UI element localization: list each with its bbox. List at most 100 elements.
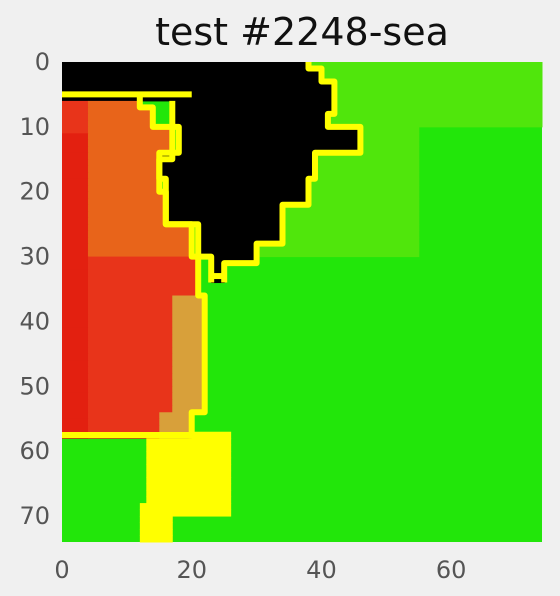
heatmap-cell-run (62, 295, 89, 303)
heatmap-cell-run (87, 217, 167, 225)
heatmap-cell-run (62, 230, 89, 238)
heatmap-cell-run (62, 94, 335, 102)
heatmap-cell-run (87, 243, 193, 251)
heatmap-cell-run (172, 360, 206, 368)
heatmap-cell-run (87, 327, 173, 335)
heatmap-cell-run (62, 126, 89, 134)
heatmap-cell-run (87, 250, 193, 258)
y-axis: 0 10 20 30 40 50 60 70 (19, 48, 50, 530)
heatmap-cell-run (211, 256, 258, 264)
heatmap-cell-run (172, 399, 206, 407)
heatmap-cell-run (87, 269, 199, 277)
heatmap-cell-run (87, 178, 160, 186)
heatmap-cell-run (191, 431, 232, 439)
y-tick-label: 10 (19, 113, 50, 141)
heatmap-cell-run (62, 224, 89, 232)
heatmap-cell-run (62, 107, 89, 115)
heatmap-cell-run (159, 172, 316, 180)
heatmap-cell-run (211, 263, 225, 271)
heatmap-cell-run (327, 120, 543, 128)
heatmap-cell-run (146, 464, 232, 472)
heatmap-cell-run (282, 204, 420, 212)
heatmap-cell-run (165, 217, 284, 225)
heatmap-cell-run (334, 94, 543, 102)
y-tick-label: 60 (19, 437, 50, 465)
heatmap-cell-run (62, 100, 89, 108)
heatmap-cell-run (165, 185, 309, 193)
heatmap-cell-run (87, 308, 173, 316)
heatmap-cell-run (165, 204, 284, 212)
contour-black-left (156, 100, 215, 283)
heatmap-cell-run (62, 314, 89, 322)
heatmap-cell-run (62, 81, 335, 89)
heatmap-cell-run (87, 360, 173, 368)
heatmap-cell-run (87, 347, 173, 355)
y-tick-label: 70 (19, 502, 50, 530)
heatmap-cell-run (146, 483, 232, 491)
heatmap-cell-run (87, 185, 160, 193)
heatmap-cell-run (172, 334, 206, 342)
heatmap-cell-run (159, 152, 316, 160)
heatmap-cell-run (87, 340, 173, 348)
heatmap-cell-run (146, 438, 232, 446)
heatmap-cell-run (62, 198, 89, 206)
heatmap-cell-run (87, 412, 160, 420)
heatmap-cell-run (308, 62, 543, 69)
heatmap-cell-run (198, 237, 284, 245)
heatmap-cell-run (62, 165, 89, 173)
heatmap-cell-run (87, 113, 154, 121)
heatmap-cell-run (62, 412, 89, 420)
heatmap-cell-run (360, 133, 420, 141)
heatmap-cell-run (172, 100, 335, 108)
heatmap-cell-run (314, 165, 420, 173)
heatmap-cell-run (62, 68, 322, 76)
heatmap-cell-run (87, 263, 199, 271)
heatmap-cell-run (87, 334, 173, 342)
heatmap-cell-run (159, 425, 193, 433)
heatmap-cell-run (87, 139, 173, 147)
heatmap-cell-run (198, 250, 258, 258)
plot-area (62, 62, 543, 543)
heatmap-cell-run (62, 289, 89, 297)
heatmap-cell-run (172, 308, 206, 316)
heatmap-cell-run (172, 321, 206, 329)
heatmap-cell-run (87, 237, 193, 245)
heatmap-cell-run (62, 360, 89, 368)
heatmap-cell-run (62, 243, 89, 251)
heatmap-cell-run (62, 217, 89, 225)
heatmap-cell-run (165, 198, 309, 206)
heatmap-cell-run (62, 172, 89, 180)
heatmap-cell-run (165, 191, 309, 199)
x-axis: 0 20 40 60 (54, 556, 466, 584)
heatmap-cell-run (62, 237, 89, 245)
heatmap-cell-run (62, 276, 89, 284)
y-tick-label: 0 (35, 48, 50, 76)
heatmap-cell-run (139, 509, 232, 517)
heatmap-cell-run (62, 379, 89, 387)
heatmap-cell-run (308, 185, 420, 193)
heatmap-cell-run (308, 198, 420, 206)
heatmap-cell-run (172, 327, 206, 335)
heatmap-cell-run (360, 146, 420, 154)
heatmap-cell-run (256, 243, 420, 251)
heatmap-cell-run (139, 529, 173, 537)
heatmap-cell-run (62, 308, 89, 316)
heatmap-cell-run (146, 470, 232, 478)
heatmap-cell-run (282, 230, 420, 238)
heatmap-cell-run (334, 107, 543, 115)
heatmap-cell-run (334, 81, 543, 89)
heatmap-cell-run (87, 191, 167, 199)
heatmap-cell-run (172, 386, 206, 394)
heatmap-cell-run (172, 314, 206, 322)
x-tick-label: 20 (176, 556, 207, 584)
heatmap-cell-run (62, 373, 89, 381)
heatmap-cell-run (87, 172, 160, 180)
heatmap-cell-run (62, 340, 89, 348)
heatmap-cell-run (62, 113, 89, 121)
heatmap-cell-run (87, 133, 173, 141)
heatmap-cell-run (62, 399, 89, 407)
heatmap-cell-run (87, 314, 173, 322)
heatmap-cell-run (146, 457, 232, 465)
heatmap-cell-run (146, 451, 232, 459)
